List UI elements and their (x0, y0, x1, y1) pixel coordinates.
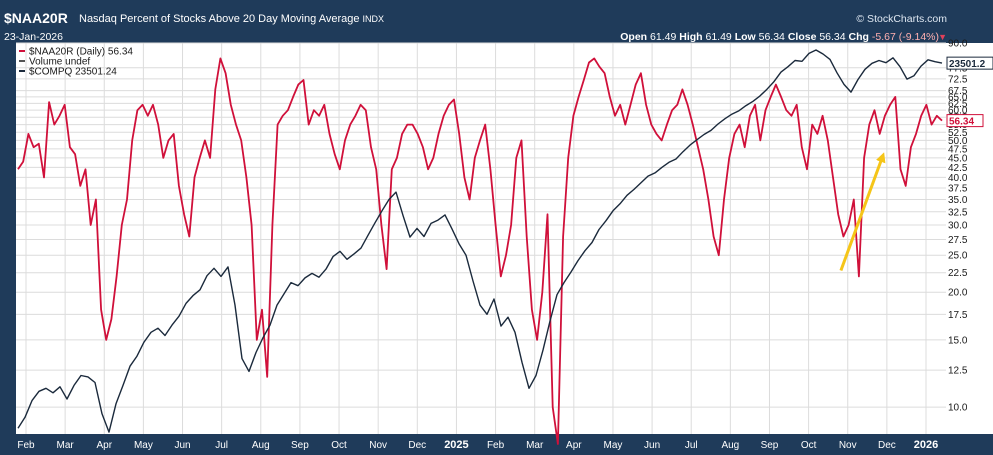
x-tick-label: Oct (801, 440, 817, 451)
annotation-layer (839, 152, 886, 272)
x-tick-label: Aug (252, 440, 270, 451)
last-value-labels: 23501.2 56.34 (946, 56, 993, 128)
y-tick-label: 42.5 (948, 163, 968, 174)
x-tick-label: Oct (331, 440, 347, 451)
x-tick-label: Aug (721, 440, 739, 451)
x-tick-label: Jul (215, 440, 228, 451)
y-tick-label: 25.0 (948, 251, 968, 262)
chg-label: Chg (848, 31, 869, 43)
naa20r-series-line (17, 57, 943, 445)
y-tick-label: 65.0 (948, 92, 968, 103)
close-label: Close (787, 31, 817, 43)
vertical-gridlines (25, 43, 927, 434)
chg-value: -5.67 (-9.14%) (871, 31, 939, 43)
y-axis-strip (946, 43, 993, 434)
x-tick-label: Nov (839, 440, 857, 451)
y-tick-label: 72.5 (948, 74, 968, 85)
x-tick-label: Jun (644, 440, 660, 451)
x-tick-label: Dec (408, 440, 426, 451)
high-value: 61.49 (705, 31, 732, 43)
y-tick-label: 32.5 (948, 207, 968, 218)
y-tick-label: 37.5 (948, 184, 968, 195)
y-tick-label: 12.5 (948, 366, 968, 377)
y-tick-label: 90.0 (948, 39, 968, 50)
x-tick-label: Apr (96, 440, 112, 451)
y-tick-label: 62.5 (948, 99, 968, 110)
chart-date: 23-Jan-2026 (4, 31, 63, 43)
compq-last-value: 23501.2 (949, 59, 986, 70)
x-tick-label: Mar (526, 440, 544, 451)
x-tick-label: May (604, 440, 623, 451)
y-tick-label: 30.0 (948, 221, 968, 232)
x-tick-label: Nov (369, 440, 387, 451)
x-tick-label: Dec (878, 440, 896, 451)
annotation-arrow (839, 152, 886, 272)
x-axis-ticks: Feb Mar Apr May Jun Jul Aug Sep Oct Nov Dec 2025 Feb… (17, 439, 938, 451)
x-tick-label: Mar (57, 440, 75, 451)
x-tick-label: May (134, 440, 153, 451)
x-tick-label: Jul (685, 440, 698, 451)
y-tick-label: 17.5 (948, 310, 968, 321)
y-tick-label: 45.0 (948, 153, 968, 164)
description-text: Nasdaq Percent of Stocks Above 20 Day Mo… (79, 13, 360, 25)
x-tick-label: Sep (291, 440, 309, 451)
y-tick-label: 47.5 (948, 144, 968, 155)
y-tick-label: 22.5 (948, 268, 968, 279)
low-label: Low (734, 31, 756, 43)
exchange-label: INDX (362, 14, 384, 24)
down-triangle-icon: ▼ (938, 32, 947, 42)
legend-label: $NAA20R (Daily) 56.34 (29, 47, 133, 58)
y-tick-label: 10.0 (948, 403, 968, 414)
x-tick-label: Feb (487, 440, 505, 451)
legend-label: Volume undef (29, 57, 90, 68)
y-tick-label: 52.5 (948, 128, 968, 139)
x-tick-label: 2026 (914, 439, 938, 451)
chart-symbol: $NAA20R (4, 10, 68, 26)
horizontal-gridlines (16, 42, 946, 408)
y-tick-label: 40.0 (948, 173, 968, 184)
open-label: Open (620, 31, 648, 43)
low-value: 56.34 (758, 31, 785, 43)
y-tick-label: 27.5 (948, 235, 968, 246)
plot-area (16, 43, 946, 434)
ohlc-readout: Open 61.49 High 61.49 Low 56.34 Close 56… (620, 31, 939, 43)
y-tick-label: 67.5 (948, 86, 968, 97)
y-tick-label: 15.0 (948, 335, 968, 346)
x-tick-label: Sep (761, 440, 779, 451)
naa20r-last-value: 56.34 (949, 117, 974, 128)
y-axis-ticks: 90.077.572.567.565.062.560.057.555.052.5… (946, 39, 993, 434)
compq-last-box (946, 56, 993, 70)
open-value: 61.49 (650, 31, 677, 43)
x-tick-label: Feb (17, 440, 35, 451)
high-label: High (679, 31, 703, 43)
y-tick-label: 50.0 (948, 136, 968, 147)
x-tick-label: 2025 (444, 439, 468, 451)
x-tick-label: Apr (566, 440, 582, 451)
chart-description: Nasdaq Percent of Stocks Above 20 Day Mo… (79, 13, 384, 25)
y-tick-label: 60.0 (948, 106, 968, 117)
compq-series-line (17, 49, 943, 433)
close-value: 56.34 (819, 31, 846, 43)
legend-label: $COMPQ 23501.24 (29, 67, 117, 78)
y-tick-label: 35.0 (948, 195, 968, 206)
series-layer (17, 49, 943, 445)
y-tick-label: 20.0 (948, 288, 968, 299)
naa20r-last-box (946, 114, 984, 128)
brand-watermark: © StockCharts.com (856, 13, 947, 25)
x-tick-label: Jun (174, 440, 190, 451)
